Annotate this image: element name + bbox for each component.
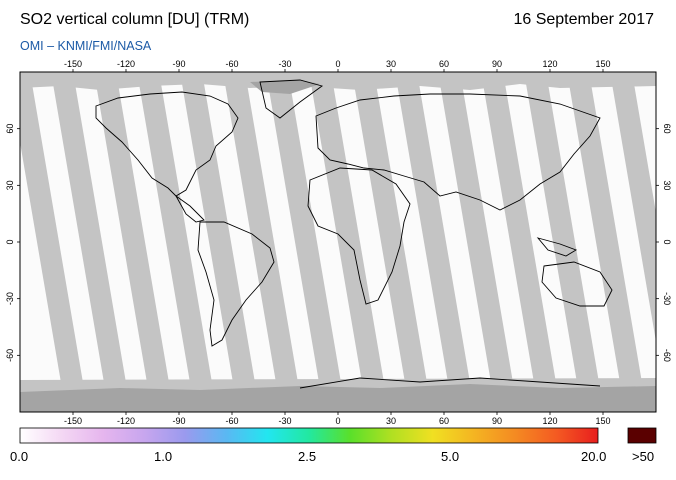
orbit-gaps (20, 72, 656, 412)
greenland-no-data (250, 80, 320, 94)
lon-label-bottom: 90 (492, 416, 502, 426)
orbit-gap-stripe (481, 72, 561, 412)
lon-label-top: 30 (386, 59, 396, 69)
colorbar-label-1: 1.0 (154, 449, 173, 464)
orbit-gap-stripe (352, 72, 432, 412)
lon-label-bottom: -90 (172, 416, 185, 426)
orbit-gap-stripe (20, 72, 88, 412)
lon-label-top: 0 (335, 59, 340, 69)
lat-label-left: 60 (5, 124, 15, 134)
lon-label-bottom: -60 (225, 416, 238, 426)
lon-label-top: -150 (64, 59, 82, 69)
data-credit: OMI – KNMI/FMI/NASA (20, 39, 152, 53)
orbit-gap-stripe (94, 72, 174, 412)
north-america-outline (95, 91, 239, 197)
lat-label-right: 30 (662, 180, 672, 190)
arctic-no-data (20, 72, 656, 90)
coastlines (95, 79, 613, 389)
map-title: SO2 vertical column [DU] (TRM) (20, 11, 250, 28)
lat-label-right: 0 (662, 239, 672, 244)
lon-label-top: -120 (117, 59, 135, 69)
australia-outline (541, 261, 613, 307)
lat-label-left: -60 (5, 349, 15, 362)
map-layers (20, 72, 656, 412)
orbit-gap-stripe (266, 72, 346, 412)
central-america-outline (175, 195, 205, 223)
lon-label-bottom: -120 (117, 416, 135, 426)
lon-label-top: 120 (542, 59, 557, 69)
antarctica-outline (299, 377, 601, 389)
lon-label-top: -30 (278, 59, 291, 69)
lat-label-right: -60 (662, 349, 672, 362)
greenland-outline (259, 79, 324, 119)
lon-label-bottom: -30 (278, 416, 291, 426)
map-date: 16 September 2017 (513, 11, 654, 28)
orbit-gap-stripe (610, 72, 656, 342)
lon-label-bottom: 60 (439, 416, 449, 426)
lon-label-bottom: 150 (595, 416, 610, 426)
colorbar-label-4: 20.0 (581, 449, 607, 464)
lon-label-bottom: -150 (64, 416, 82, 426)
colorbar-label-0: 0.0 (10, 449, 29, 464)
lon-label-top: -60 (225, 59, 238, 69)
lon-label-top: 90 (492, 59, 502, 69)
orbit-gap-stripe (137, 72, 217, 412)
south-america-outline (197, 221, 275, 347)
lon-label-top: 60 (439, 59, 449, 69)
orbit-gap-stripe (309, 72, 389, 412)
orbit-gap-stripe (395, 72, 475, 412)
orbit-gap-stripe (51, 72, 131, 412)
map-axes: -150 -150 -120 -120 -90 -90 -60 -60 -30 -30 0 0 30 30… (5, 59, 672, 426)
colorbar-label-3: 5.0 (441, 449, 460, 464)
lon-label-top: -90 (172, 59, 185, 69)
lat-label-left: 0 (5, 239, 15, 244)
orbit-gap-stripe (524, 72, 604, 412)
lon-label-top: 150 (595, 59, 610, 69)
eurasia-outline (315, 93, 601, 211)
lat-label-right: -30 (662, 292, 672, 305)
colorbar (19, 427, 599, 444)
lon-label-bottom: 30 (386, 416, 396, 426)
orbit-gap-stripe (438, 72, 518, 412)
colorbar-over-label: >50 (632, 449, 655, 464)
colorbar-over-box (627, 427, 657, 444)
antarctica-no-data (20, 384, 656, 412)
colorbar-label-2: 2.5 (298, 449, 317, 464)
africa-outline (307, 167, 411, 305)
orbit-gap-stripe (180, 72, 260, 412)
orbit-gap-stripe (567, 72, 647, 412)
lat-label-left: 30 (5, 180, 15, 190)
lat-label-left: -30 (5, 292, 15, 305)
lon-label-bottom: 120 (542, 416, 557, 426)
indonesia-outline (536, 237, 578, 257)
lon-label-bottom: 0 (335, 416, 340, 426)
lat-label-right: 60 (662, 124, 672, 134)
